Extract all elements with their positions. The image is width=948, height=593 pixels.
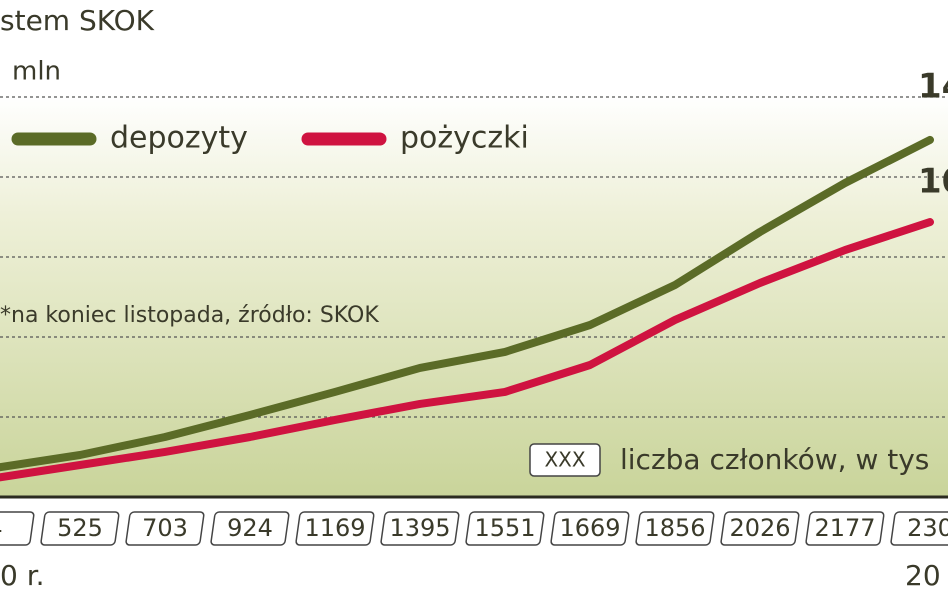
x-tick-label: 525 — [57, 514, 103, 542]
legend-label: depozyty — [110, 121, 248, 156]
note: *na koniec listopada, źródło: SKOK — [0, 303, 379, 328]
category-box — [805, 511, 885, 546]
x-tick-label: 1856 — [644, 514, 705, 542]
x-tick-label: 4 — [0, 514, 3, 542]
category-box — [550, 511, 630, 546]
category-box — [295, 511, 375, 546]
series-line — [0, 218, 934, 482]
unit-label: mln — [12, 57, 61, 87]
category-box — [40, 511, 120, 546]
x-tick-label: 924 — [227, 514, 273, 542]
end-label: 14 — [918, 67, 948, 107]
legend-label: pożyczki — [400, 121, 529, 156]
plot-background — [0, 95, 948, 497]
end-label: 10 — [918, 162, 948, 202]
x-tick-label: 703 — [142, 514, 188, 542]
x-tick-label: 2026 — [729, 514, 790, 542]
legend-box — [529, 443, 601, 477]
legend-box-text: liczba członków, w tys — [620, 443, 929, 476]
category-box — [890, 511, 948, 546]
x-tick-label: 1169 — [304, 514, 365, 542]
category-box — [380, 511, 460, 546]
category-box — [125, 511, 205, 546]
category-box — [635, 511, 715, 546]
category-box — [210, 511, 290, 546]
category-box — [720, 511, 800, 546]
x-tick-label: 1395 — [389, 514, 450, 542]
series-line — [0, 135, 934, 472]
period-label: 20 — [905, 559, 941, 592]
category-box — [0, 511, 35, 546]
x-tick-label: 1669 — [559, 514, 620, 542]
x-tick-label: 1551 — [474, 514, 535, 542]
legend-box-label: XXX — [544, 448, 585, 472]
x-tick-label: 230 — [907, 514, 948, 542]
chart-title: stem SKOK — [0, 4, 155, 37]
category-box — [465, 511, 545, 546]
x-tick-label: 2177 — [814, 514, 875, 542]
period-label: 0 r. — [0, 559, 45, 592]
